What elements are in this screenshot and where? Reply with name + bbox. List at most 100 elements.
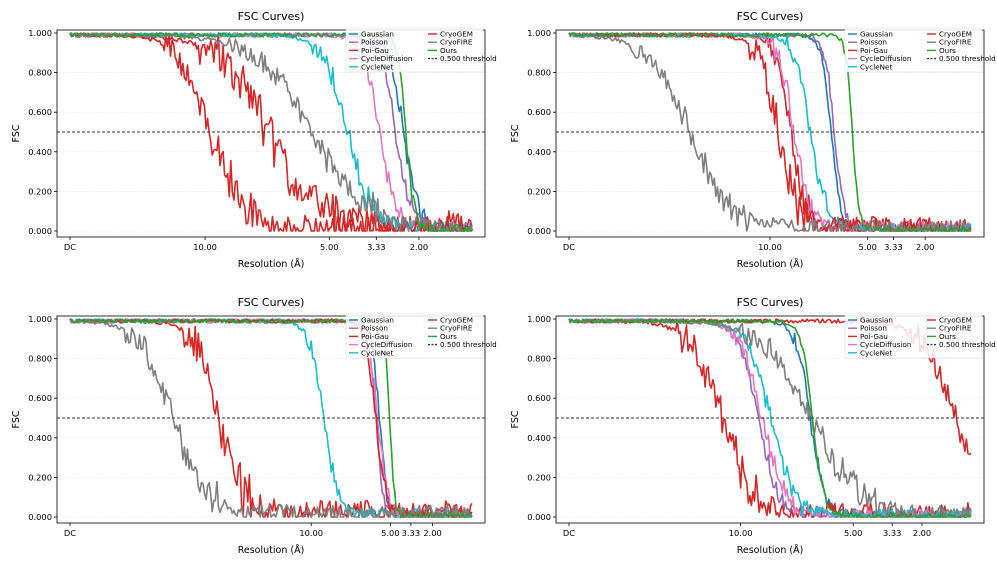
x-tick-label: 5.00 <box>858 242 876 252</box>
series-line-ours <box>568 318 972 518</box>
x-axis-label: Resolution (Å) <box>737 544 804 556</box>
y-tick-label: 0.800 <box>527 68 551 78</box>
legend-label: CryoGEM <box>440 316 473 325</box>
legend-label: CycleNet <box>361 348 393 357</box>
legend-box <box>345 27 484 73</box>
series-group <box>568 318 972 518</box>
chart-panel-bottom-left: FSC Curves) 0.000 0.200 0.400 0.600 0.800 1.00… <box>0 286 498 571</box>
y-tick-label: 0.600 <box>28 393 52 403</box>
x-tick-label: 10.00 <box>193 242 217 252</box>
legend-label: CryoGEM <box>440 30 473 39</box>
y-tick-label: 1.000 <box>527 314 551 324</box>
y-tick-label: 0.200 <box>527 472 551 482</box>
y-axis-label: FSC <box>510 124 521 142</box>
chart-title: FSC Curves) <box>737 296 804 309</box>
legend-label: Poi-Gau <box>860 46 888 55</box>
series-group <box>69 318 473 518</box>
x-tick-label: DC <box>563 528 575 538</box>
fsc-chart-4: FSC Curves) 0.000 0.200 0.400 0.600 0.800 1.00… <box>510 296 996 556</box>
chart-panel-top-right: FSC Curves) 0.000 0.200 0.400 0.600 0.800 1.00… <box>499 0 997 285</box>
legend-label: CycleDiffusion <box>361 54 412 63</box>
chart-title: FSC Curves) <box>238 296 305 309</box>
y-tick-label: 0.200 <box>28 186 52 196</box>
legend-label: CycleDiffusion <box>361 340 412 349</box>
legend-label: 0.500 threshold <box>440 340 497 349</box>
y-tick-label: 1.000 <box>527 28 551 38</box>
y-tick-label: 0.400 <box>28 433 52 443</box>
fsc-chart-2: FSC Curves) 0.000 0.200 0.400 0.600 0.800 1.00… <box>510 10 996 270</box>
y-tick-label: 0.000 <box>527 512 551 522</box>
fsc-chart-3: FSC Curves) 0.000 0.200 0.400 0.600 0.800 1.00… <box>11 296 497 556</box>
legend-label: CryoFIRE <box>440 38 473 47</box>
y-tick-label: 1.000 <box>28 314 52 324</box>
x-tick-label: 10.00 <box>729 528 753 538</box>
legend-label: Gaussian <box>860 30 893 39</box>
series-line-ours <box>69 318 473 518</box>
legend-label: Gaussian <box>361 316 394 325</box>
y-tick-label: 0.800 <box>28 68 52 78</box>
series-line-cryofire <box>69 32 473 232</box>
chart-panel-top-left: FSC Curves) 0.000 0.200 0.400 0.600 0.800 1.00… <box>0 0 498 285</box>
series-group <box>69 32 473 232</box>
y-axis-label: FSC <box>11 410 22 428</box>
legend-label: CryoGEM <box>939 316 972 325</box>
legend-label: Ours <box>939 46 956 55</box>
series-line-ours <box>568 32 972 232</box>
x-tick-label: 3.33 <box>884 242 902 252</box>
x-tick-label: 2.00 <box>913 528 931 538</box>
y-tick-label: 0.400 <box>28 147 52 157</box>
legend-label: CryoFIRE <box>939 38 972 47</box>
y-tick-label: 0.600 <box>527 393 551 403</box>
y-tick-label: 0.000 <box>28 512 52 522</box>
series-group <box>568 32 972 232</box>
series-line-ours <box>69 32 473 232</box>
legend-box <box>345 313 484 359</box>
chart-panel-bottom-right: FSC Curves) 0.000 0.200 0.400 0.600 0.800 1.00… <box>499 286 997 571</box>
chart-title: FSC Curves) <box>238 10 305 23</box>
x-tick-label: DC <box>563 242 575 252</box>
x-tick-label: 5.00 <box>844 528 862 538</box>
y-tick-label: 0.800 <box>527 354 551 364</box>
x-tick-label: 2.00 <box>423 528 441 538</box>
y-tick-label: 0.600 <box>28 107 52 117</box>
x-tick-label: 5.00 <box>320 242 338 252</box>
y-axis-label: FSC <box>11 124 22 142</box>
legend-label: Gaussian <box>860 316 893 325</box>
legend-label: Poisson <box>361 324 388 333</box>
x-tick-label: 10.00 <box>758 242 782 252</box>
legend-box <box>844 313 983 359</box>
series-line-cryofire <box>69 318 473 518</box>
legend-label: 0.500 threshold <box>939 340 996 349</box>
y-tick-label: 1.000 <box>28 28 52 38</box>
y-tick-label: 0.200 <box>527 186 551 196</box>
y-tick-label: 0.200 <box>28 472 52 482</box>
y-axis-label: FSC <box>510 410 521 428</box>
legend-label: CycleDiffusion <box>860 340 911 349</box>
legend-label: CryoFIRE <box>939 324 972 333</box>
x-tick-label: 3.33 <box>402 528 420 538</box>
x-tick-label: DC <box>64 242 76 252</box>
legend: GaussianPoissonPoi-GauCycleDiffusionCycl… <box>844 313 996 359</box>
x-axis-label: Resolution (Å) <box>737 258 804 270</box>
x-tick-label: 2.00 <box>410 242 428 252</box>
x-tick-label: 2.00 <box>916 242 934 252</box>
axes-frame <box>56 315 486 524</box>
legend: GaussianPoissonPoi-GauCycleDiffusionCycl… <box>345 313 497 359</box>
series-line-cryofire <box>568 32 972 232</box>
x-tick-label: 3.33 <box>367 242 385 252</box>
legend-label: CycleNet <box>860 348 892 357</box>
x-axis-label: Resolution (Å) <box>238 258 305 270</box>
fsc-chart-1: FSC Curves) 0.000 0.200 0.400 0.600 0.800 1.00… <box>11 10 497 270</box>
legend: GaussianPoissonPoi-GauCycleDiffusionCycl… <box>345 27 497 73</box>
legend-label: Poisson <box>860 324 887 333</box>
y-tick-label: 0.000 <box>28 226 52 236</box>
legend-label: Ours <box>440 46 457 55</box>
legend-label: Poi-Gau <box>361 46 389 55</box>
legend: GaussianPoissonPoi-GauCycleDiffusionCycl… <box>844 27 996 73</box>
legend-label: Poi-Gau <box>361 332 389 341</box>
axes-frame <box>56 29 486 238</box>
legend-label: Ours <box>939 332 956 341</box>
x-tick-label: 3.33 <box>883 528 901 538</box>
x-axis-label: Resolution (Å) <box>238 544 305 556</box>
